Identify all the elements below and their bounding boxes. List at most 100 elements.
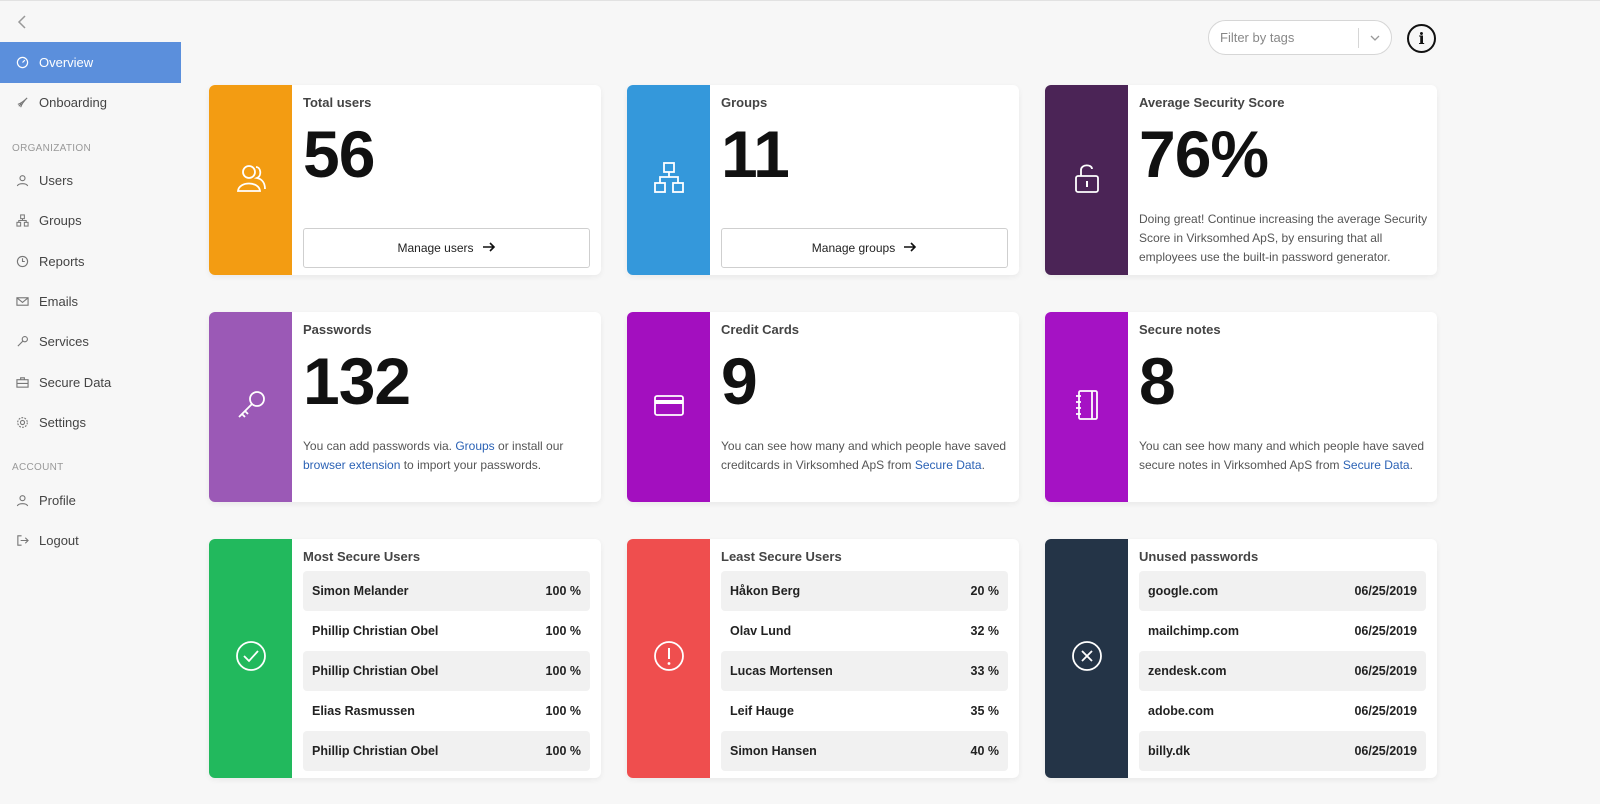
security-score-value: 76% bbox=[1139, 117, 1269, 191]
user-icon bbox=[15, 494, 29, 508]
desc-text: or install our bbox=[494, 439, 564, 453]
list-item[interactable]: billy.dk 06/25/2019 bbox=[1139, 731, 1426, 771]
score-value: 100 % bbox=[545, 624, 581, 638]
list-item[interactable]: Elias Rasmussen 100 % bbox=[303, 691, 590, 731]
credit-card-icon bbox=[652, 388, 686, 427]
date-value: 06/25/2019 bbox=[1354, 744, 1417, 758]
user-name: Leif Hauge bbox=[730, 704, 794, 718]
unused-passwords-card: Unused passwords google.com 06/25/2019 ma… bbox=[1045, 539, 1437, 778]
sidebar-item-emails[interactable]: Emails bbox=[0, 281, 181, 322]
desc-text: . bbox=[1409, 458, 1413, 472]
card-title: Passwords bbox=[303, 322, 372, 337]
sidebar-item-groups[interactable]: Groups bbox=[0, 200, 181, 241]
info-icon[interactable]: i bbox=[1407, 24, 1436, 53]
list-item[interactable]: Leif Hauge 35 % bbox=[721, 691, 1008, 731]
list-item[interactable]: Olav Lund 32 % bbox=[721, 611, 1008, 651]
list-item[interactable]: Lucas Mortensen 33 % bbox=[721, 651, 1008, 691]
list-item[interactable]: google.com 06/25/2019 bbox=[1139, 571, 1426, 611]
sidebar-item-services[interactable]: Services bbox=[0, 321, 181, 362]
site-name: google.com bbox=[1148, 584, 1219, 598]
card-title: Average Security Score bbox=[1139, 95, 1285, 110]
most-secure-list: Simon Melander 100 % Phillip Christian Ob… bbox=[303, 571, 590, 771]
groups-card: Groups 11 Manage groups bbox=[627, 85, 1019, 275]
list-item[interactable]: mailchimp.com 06/25/2019 bbox=[1139, 611, 1426, 651]
card-title: Most Secure Users bbox=[303, 549, 421, 564]
list-item[interactable]: adobe.com 06/25/2019 bbox=[1139, 691, 1426, 731]
secure-notes-value: 8 bbox=[1139, 344, 1176, 418]
browser-extension-link[interactable]: browser extension bbox=[303, 458, 401, 472]
account-heading: ACCOUNT bbox=[12, 462, 64, 473]
sidebar-item-settings[interactable]: Settings bbox=[0, 402, 181, 443]
user-name: Elias Rasmussen bbox=[312, 704, 415, 718]
secure-notes-card: Secure notes 8 You can see how many and … bbox=[1045, 312, 1437, 502]
key-icon bbox=[234, 388, 268, 427]
list-item[interactable]: Phillip Christian Obel 100 % bbox=[303, 611, 590, 651]
desc-text: You can see how many and which people ha… bbox=[1139, 439, 1425, 472]
credit-cards-description: You can see how many and which people ha… bbox=[721, 437, 1011, 475]
sidebar: Overview Onboarding ORGANIZATION Users G… bbox=[0, 1, 181, 804]
desc-text: . bbox=[981, 458, 985, 472]
sidebar-item-label: Settings bbox=[39, 415, 86, 430]
sidebar-item-label: Profile bbox=[39, 493, 76, 508]
sidebar-item-overview[interactable]: Overview bbox=[0, 42, 181, 83]
least-secure-band bbox=[627, 539, 710, 778]
desc-text: You can see how many and which people ha… bbox=[721, 439, 1007, 472]
list-item[interactable]: Håkon Berg 20 % bbox=[721, 571, 1008, 611]
sidebar-item-profile[interactable]: Profile bbox=[0, 480, 181, 521]
user-name: Phillip Christian Obel bbox=[312, 664, 439, 678]
sidebar-item-label: Users bbox=[39, 173, 73, 188]
card-title: Unused passwords bbox=[1139, 549, 1259, 564]
security-description: Doing great! Continue increasing the ave… bbox=[1139, 212, 1428, 264]
sidebar-item-onboarding[interactable]: Onboarding bbox=[0, 82, 181, 123]
groups-link[interactable]: Groups bbox=[455, 439, 495, 453]
gauge-icon bbox=[15, 56, 29, 70]
date-value: 06/25/2019 bbox=[1354, 664, 1417, 678]
sidebar-item-users[interactable]: Users bbox=[0, 160, 181, 201]
score-value: 40 % bbox=[970, 744, 1000, 758]
list-item[interactable]: Simon Melander 100 % bbox=[303, 571, 590, 611]
score-value: 100 % bbox=[545, 744, 581, 758]
desc-text: to import your passwords. bbox=[400, 458, 542, 472]
least-secure-users-card: Least Secure Users Håkon Berg 20 % Olav L… bbox=[627, 539, 1019, 778]
sidebar-item-logout[interactable]: Logout bbox=[0, 520, 181, 561]
date-value: 06/25/2019 bbox=[1354, 584, 1417, 598]
sidebar-item-label: Reports bbox=[39, 254, 85, 269]
secure-data-link[interactable]: Secure Data bbox=[1342, 458, 1410, 472]
total-users-card: Total users 56 Manage users bbox=[209, 85, 601, 275]
score-value: 32 % bbox=[970, 624, 1000, 638]
info-label: i bbox=[1418, 29, 1425, 48]
user-name: Simon Melander bbox=[312, 584, 409, 598]
unused-passwords-band bbox=[1045, 539, 1128, 778]
unused-passwords-list: google.com 06/25/2019 mailchimp.com 06/25/… bbox=[1139, 571, 1426, 771]
top-divider bbox=[0, 0, 1600, 1]
key-icon bbox=[15, 335, 29, 349]
filter-by-tags-select[interactable]: Filter by tags bbox=[1208, 20, 1392, 55]
list-item[interactable]: zendesk.com 06/25/2019 bbox=[1139, 651, 1426, 691]
sidebar-item-secure-data[interactable]: Secure Data bbox=[0, 362, 181, 403]
credit-cards-card: Credit Cards 9 You can see how many and … bbox=[627, 312, 1019, 502]
check-circle-icon bbox=[235, 640, 267, 677]
logout-icon bbox=[15, 534, 29, 548]
date-value: 06/25/2019 bbox=[1354, 704, 1417, 718]
score-value: 100 % bbox=[545, 664, 581, 678]
organization-heading: ORGANIZATION bbox=[12, 143, 91, 154]
arrow-right-icon bbox=[482, 240, 496, 256]
score-value: 100 % bbox=[545, 704, 581, 718]
passwords-description: You can add passwords via. Groups or ins… bbox=[303, 437, 593, 475]
list-item[interactable]: Phillip Christian Obel 100 % bbox=[303, 731, 590, 771]
secure-data-link[interactable]: Secure Data bbox=[914, 458, 982, 472]
manage-users-button[interactable]: Manage users bbox=[303, 228, 590, 268]
sidebar-item-reports[interactable]: Reports bbox=[0, 241, 181, 282]
arrow-right-icon bbox=[903, 240, 917, 256]
alert-circle-icon bbox=[653, 640, 685, 677]
manage-groups-button[interactable]: Manage groups bbox=[721, 228, 1008, 268]
total-users-band bbox=[209, 85, 292, 275]
list-item[interactable]: Simon Hansen 40 % bbox=[721, 731, 1008, 771]
back-chevron-icon[interactable] bbox=[14, 13, 32, 31]
list-item[interactable]: Phillip Christian Obel 100 % bbox=[303, 651, 590, 691]
user-icon bbox=[15, 174, 29, 188]
groups-value: 11 bbox=[721, 117, 790, 191]
score-value: 20 % bbox=[970, 584, 1000, 598]
user-name: Phillip Christian Obel bbox=[312, 744, 439, 758]
filter-placeholder: Filter by tags bbox=[1220, 30, 1295, 45]
